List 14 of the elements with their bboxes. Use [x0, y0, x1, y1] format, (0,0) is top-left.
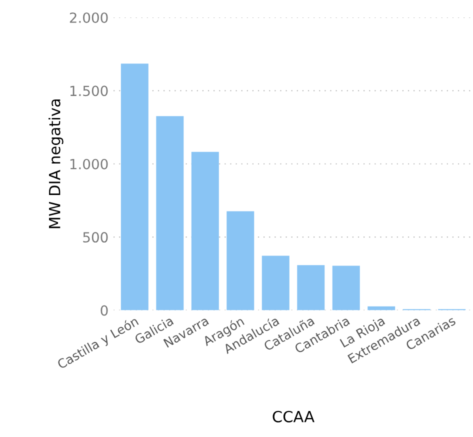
bar — [226, 211, 254, 310]
bar — [156, 116, 184, 310]
bar — [332, 266, 360, 310]
y-tick-label: 2.000 — [70, 12, 108, 23]
x-axis-title: CCAA — [272, 410, 314, 422]
bar — [120, 64, 148, 310]
y-tick-label: 1.500 — [70, 86, 108, 96]
y-tick-label: 0 — [100, 305, 108, 316]
bar — [262, 256, 290, 310]
bar — [191, 152, 219, 310]
y-tick-label: 1.000 — [70, 158, 108, 170]
bar — [297, 265, 325, 310]
y-tick-label: 500 — [83, 232, 108, 243]
y-axis-title: MW DIA negativa — [48, 100, 64, 228]
